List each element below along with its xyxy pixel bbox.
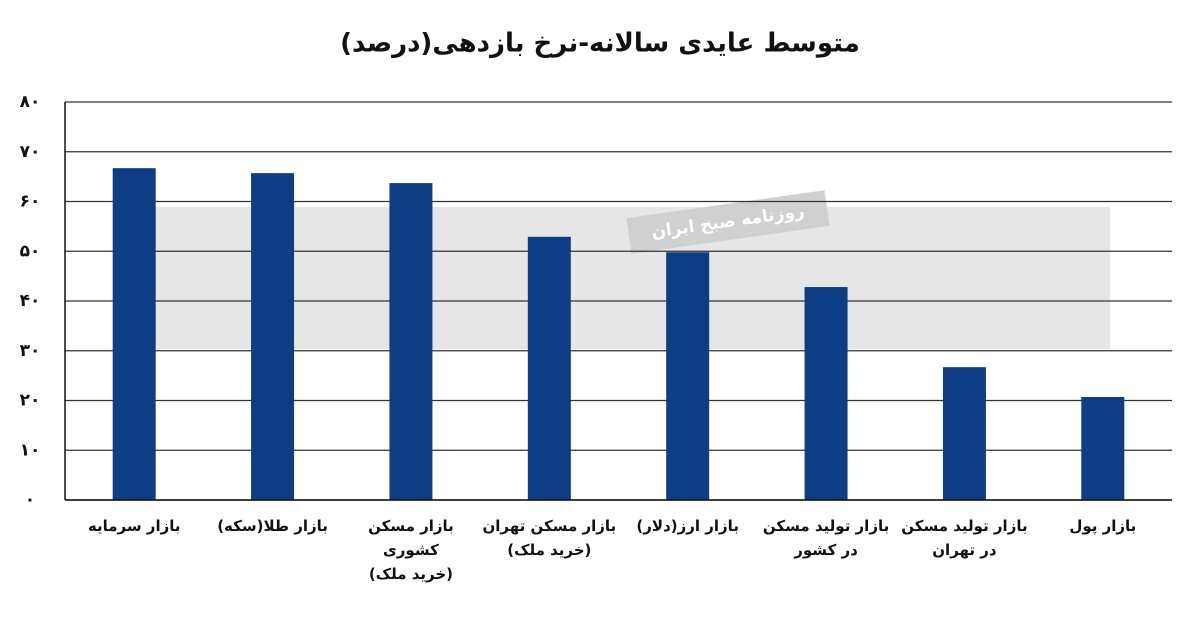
x-tick-label: بازار تولید مسکن در کشور: [762, 517, 890, 559]
bar: [666, 252, 710, 500]
x-tick-label: بازار ارز(دلار): [636, 517, 739, 535]
y-tick-label: ۵۰: [20, 241, 41, 261]
y-tick-label: ۸۰: [20, 92, 41, 112]
y-tick-label: ۷۰: [20, 142, 41, 162]
y-tick-label: ۶۰: [20, 192, 41, 212]
chart-title: متوسط عایدی سالانه-نرخ بازدهی(درصد): [340, 29, 860, 59]
bar: [1081, 397, 1125, 500]
y-tick-label: ۳۰: [20, 341, 41, 361]
y-tick-label: ۰: [25, 490, 35, 510]
y-tick-label: ۱۰: [20, 440, 41, 460]
bar: [112, 168, 156, 501]
watermark-box: [626, 190, 830, 254]
x-tick-label: بازار پول: [1069, 517, 1137, 535]
x-tick-label: بازار مسکن کشوری (خرید ملک): [368, 517, 454, 583]
x-tick-label: بازار سرمایه: [87, 517, 181, 535]
bar: [527, 236, 571, 500]
x-tick-label: بازار طلا(سکه): [217, 517, 328, 535]
bar: [942, 367, 986, 500]
bar: [804, 287, 848, 500]
y-tick-label: ۴۰: [20, 291, 41, 311]
x-tick-label: بازار مسکن تهران (خرید ملک): [482, 517, 617, 559]
x-tick-label: بازار تولید مسکن در تهران: [901, 517, 1028, 559]
bar: [389, 183, 433, 500]
y-tick-label: ۲۰: [20, 391, 41, 411]
bar: [251, 173, 295, 500]
